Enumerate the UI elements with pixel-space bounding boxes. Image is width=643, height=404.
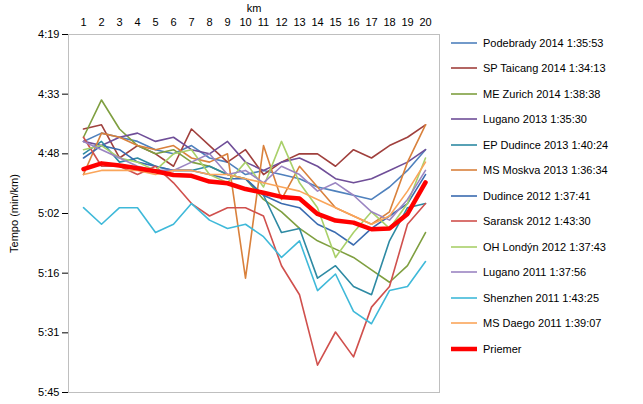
html-text:Lugano 2013 1:35:30: Lugano 2013 1:35:30 <box>483 113 587 126</box>
svg-text:4:19: 4:19 <box>38 28 59 40</box>
html-text:MS Daego 2011 1:39:07: MS Daego 2011 1:39:07 <box>483 317 602 330</box>
html-text:Lugano 2011 1:37:56: Lugano 2011 1:37:56 <box>483 266 587 279</box>
svg-text:3: 3 <box>116 16 122 28</box>
html-text:Saransk 2012 1:43:30: Saransk 2012 1:43:30 <box>483 215 591 228</box>
svg-text:5:02: 5:02 <box>38 207 59 219</box>
svg-text:km: km <box>247 2 262 14</box>
svg-text:19: 19 <box>401 16 413 28</box>
svg-text:4:48: 4:48 <box>38 147 59 159</box>
html-text:EP Dudince 2013 1:40:24: EP Dudince 2013 1:40:24 <box>483 138 609 151</box>
svg-text:4:33: 4:33 <box>38 88 59 100</box>
svg-text:7: 7 <box>188 16 194 28</box>
svg-text:5:31: 5:31 <box>38 326 59 338</box>
html-text:Priemer: Priemer <box>483 342 522 355</box>
svg-text:4: 4 <box>134 16 140 28</box>
html-text:Dudince 2012 1:37:41: Dudince 2012 1:37:41 <box>483 189 591 202</box>
svg-text:5:16: 5:16 <box>38 267 59 279</box>
html-text:SP Taicang 2014 1:34:13: SP Taicang 2014 1:34:13 <box>483 62 606 75</box>
svg-text:13: 13 <box>293 16 305 28</box>
svg-text:16: 16 <box>347 16 359 28</box>
svg-text:12: 12 <box>275 16 287 28</box>
svg-text:5: 5 <box>152 16 158 28</box>
svg-text:8: 8 <box>206 16 212 28</box>
svg-text:18: 18 <box>383 16 395 28</box>
html-text:Shenzhen 2011 1:43:25: Shenzhen 2011 1:43:25 <box>483 291 599 304</box>
svg-text:20: 20 <box>419 16 431 28</box>
svg-text:1: 1 <box>80 16 86 28</box>
html-text:Podebrady 2014 1:35:53: Podebrady 2014 1:35:53 <box>483 36 604 49</box>
svg-text:10: 10 <box>239 16 251 28</box>
html-text:ME Zurich 2014 1:38:38: ME Zurich 2014 1:38:38 <box>483 87 601 100</box>
svg-text:15: 15 <box>329 16 341 28</box>
svg-text:17: 17 <box>365 16 377 28</box>
svg-text:5:45: 5:45 <box>38 386 59 398</box>
svg-text:14: 14 <box>311 16 323 28</box>
svg-text:2: 2 <box>98 16 104 28</box>
svg-text:6: 6 <box>170 16 176 28</box>
html-text:OH Londýn 2012 1:37:43: OH Londýn 2012 1:37:43 <box>483 240 606 253</box>
svg-text:9: 9 <box>224 16 230 28</box>
svg-text:11: 11 <box>258 16 269 28</box>
html-text:MS Moskva 2013 1:36:34: MS Moskva 2013 1:36:34 <box>483 164 608 177</box>
svg-text:Tempo (min/km): Tempo (min/km) <box>8 174 20 253</box>
